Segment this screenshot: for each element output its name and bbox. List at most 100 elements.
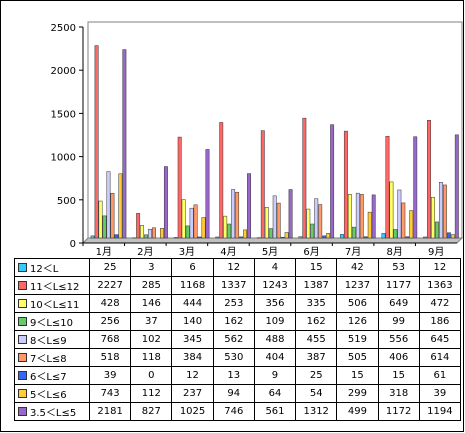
table-cell: 1025 <box>171 402 214 421</box>
bar <box>235 191 240 239</box>
table-cell: 237 <box>171 384 214 403</box>
x-tick-label: 8月 <box>386 246 402 258</box>
legend-entry: 6＜L≤7 <box>14 366 90 385</box>
table-row: 8＜L≤9 768 102 345 562 488 455 519 556 645 <box>14 330 462 349</box>
table-cell: 506 <box>336 294 379 313</box>
legend-swatch <box>18 263 27 272</box>
table-cell: 505 <box>336 348 379 367</box>
table-cell: 444 <box>171 294 214 313</box>
table-cell: 15 <box>377 366 420 385</box>
table-cell: 356 <box>253 294 297 313</box>
legend-entry: 8＜L≤9 <box>14 330 90 349</box>
legend-swatch <box>18 371 27 380</box>
table-cell: 384 <box>171 348 214 367</box>
bar <box>310 223 315 239</box>
bar <box>98 200 103 239</box>
table-cell: 13 <box>212 366 255 385</box>
y-tick-label: 1500 <box>51 109 76 120</box>
table-cell: 94 <box>212 384 255 403</box>
table-cell: 285 <box>130 276 173 295</box>
legend-label: 12＜L <box>30 264 59 275</box>
table-cell: 256 <box>88 312 132 331</box>
legend-label: 10＜L≤11 <box>30 300 80 311</box>
table-cell: 12 <box>418 258 462 277</box>
table-cell: 404 <box>253 348 297 367</box>
bar <box>318 204 323 239</box>
bar <box>314 198 319 239</box>
table-cell: 1194 <box>418 402 462 421</box>
bar <box>227 223 232 239</box>
bar <box>144 234 149 239</box>
bar <box>185 225 190 239</box>
table-cell: 6 <box>171 258 214 277</box>
table-row: 10＜L≤11 428 146 444 253 356 335 506 649 472 <box>14 294 462 313</box>
bar <box>102 215 107 239</box>
table-cell: 15 <box>336 366 379 385</box>
bar <box>148 228 152 239</box>
table-cell: 54 <box>295 384 338 403</box>
bar <box>355 192 360 239</box>
bar <box>264 206 269 239</box>
table-cell: 649 <box>377 294 420 313</box>
bar <box>405 236 410 239</box>
table-cell: 827 <box>130 402 173 421</box>
table-cell: 1172 <box>377 402 420 421</box>
table-cell: 455 <box>295 330 338 349</box>
table-cell: 146 <box>130 294 173 313</box>
table-row: 3.5＜L≤5 2181 827 1025 746 561 1312 499 1172 1194 <box>14 402 462 421</box>
bar <box>288 189 293 239</box>
table-cell: 561 <box>253 402 297 421</box>
legend-swatch <box>18 299 27 308</box>
table-cell: 99 <box>377 312 420 331</box>
bar <box>351 226 356 239</box>
bar <box>173 237 178 239</box>
bar <box>140 225 145 239</box>
table-cell: 614 <box>418 348 462 367</box>
bar <box>435 221 439 239</box>
bar <box>442 184 447 239</box>
bar <box>260 130 265 239</box>
bar <box>401 202 406 239</box>
x-tick-label: 1月 <box>96 246 112 258</box>
table-row: 9＜L≤10 256 37 140 162 109 162 126 99 186 <box>14 312 462 331</box>
table-cell: 406 <box>377 348 420 367</box>
table-cell: 4 <box>253 258 297 277</box>
y-tick-label: 2000 <box>51 66 76 77</box>
table-cell: 746 <box>212 402 255 421</box>
table-row: 6＜L≤7 39 0 12 13 9 25 15 15 61 <box>14 366 462 385</box>
bar <box>284 232 289 239</box>
bar <box>110 192 115 239</box>
bar <box>231 189 236 239</box>
legend-swatch <box>18 353 27 362</box>
bar <box>90 235 95 239</box>
table-cell: 64 <box>253 384 297 403</box>
table-cell: 2227 <box>88 276 132 295</box>
bar <box>205 149 210 239</box>
table-row: 11＜L≤12 2227 285 1168 1337 1243 1387 1237 1177 13… <box>14 276 462 295</box>
table-cell: 25 <box>88 258 132 277</box>
table-cell: 556 <box>377 330 420 349</box>
table-cell: 1243 <box>253 276 297 295</box>
bar <box>446 232 451 239</box>
table-row: 12＜L 25 3 6 12 4 15 42 53 12 <box>14 258 462 277</box>
legend-label: 6＜L≤7 <box>30 372 67 383</box>
y-tick-label: 1000 <box>51 153 76 164</box>
bar <box>201 217 206 239</box>
legend-swatch <box>18 389 27 398</box>
table-cell: 519 <box>336 330 379 349</box>
bar <box>381 233 386 239</box>
legend-swatch <box>18 281 27 290</box>
table-cell: 126 <box>336 312 379 331</box>
table-cell: 318 <box>377 384 420 403</box>
bar <box>272 195 277 239</box>
table-cell: 1168 <box>171 276 214 295</box>
table-cell: 1337 <box>212 276 255 295</box>
table-cell: 1312 <box>295 402 338 421</box>
x-tick-label: 5月 <box>262 246 278 258</box>
bar <box>450 234 455 239</box>
table-cell: 2181 <box>88 402 132 421</box>
legend-label: 8＜L≤9 <box>30 336 67 347</box>
bar <box>306 208 311 239</box>
legend-swatch <box>18 335 27 344</box>
